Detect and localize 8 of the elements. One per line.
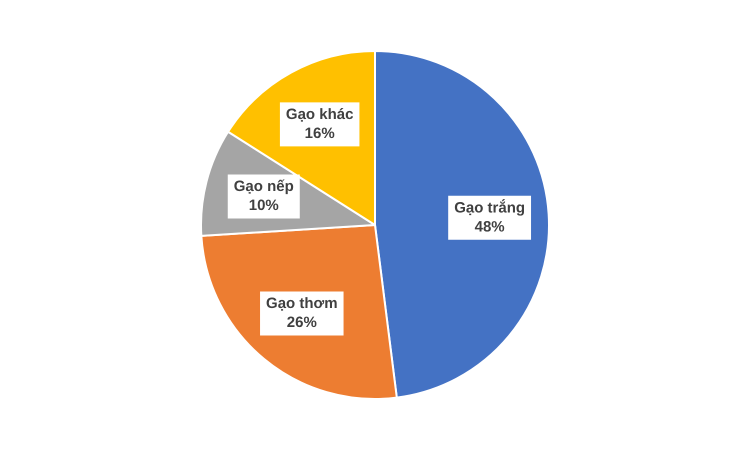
data-label: 16%	[304, 125, 335, 142]
slice-label: Gạo khác	[286, 106, 354, 124]
slice-label: Gạo nếp	[234, 178, 294, 196]
data-label: 26%	[286, 314, 317, 332]
slice-label: Gạo thơm	[266, 295, 338, 312]
data-label: 10%	[248, 197, 279, 214]
data-label: 48%	[474, 218, 505, 236]
slice-label: Gạo trắng	[454, 198, 526, 216]
